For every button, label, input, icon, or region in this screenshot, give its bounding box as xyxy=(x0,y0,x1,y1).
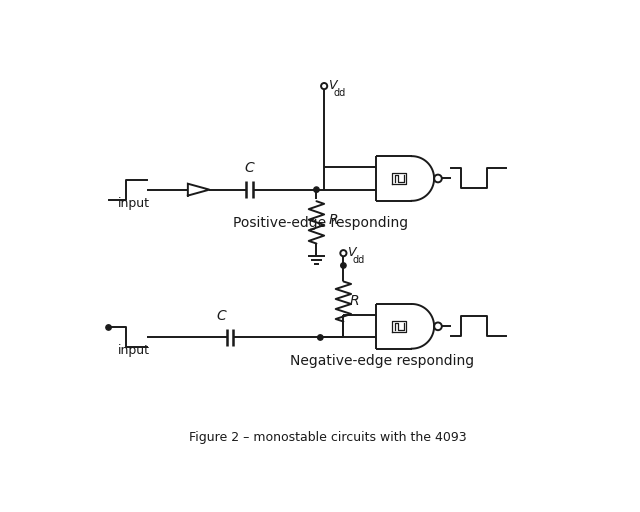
Text: R: R xyxy=(349,294,359,309)
Circle shape xyxy=(106,325,111,330)
Circle shape xyxy=(314,187,319,193)
Circle shape xyxy=(317,335,323,340)
Text: input: input xyxy=(118,345,150,357)
Circle shape xyxy=(340,263,346,268)
Text: Positive-edge responding: Positive-edge responding xyxy=(233,216,408,230)
Text: Figure 2 – monostable circuits with the 4093: Figure 2 – monostable circuits with the … xyxy=(189,431,467,444)
Text: R: R xyxy=(329,214,339,227)
Text: Negative-edge responding: Negative-edge responding xyxy=(290,354,474,368)
Text: dd: dd xyxy=(333,89,346,98)
Text: input: input xyxy=(118,197,150,209)
Text: dd: dd xyxy=(353,255,365,266)
Text: V: V xyxy=(328,79,337,92)
Text: C: C xyxy=(244,161,254,175)
Text: V: V xyxy=(348,246,356,259)
Text: C: C xyxy=(216,309,226,323)
